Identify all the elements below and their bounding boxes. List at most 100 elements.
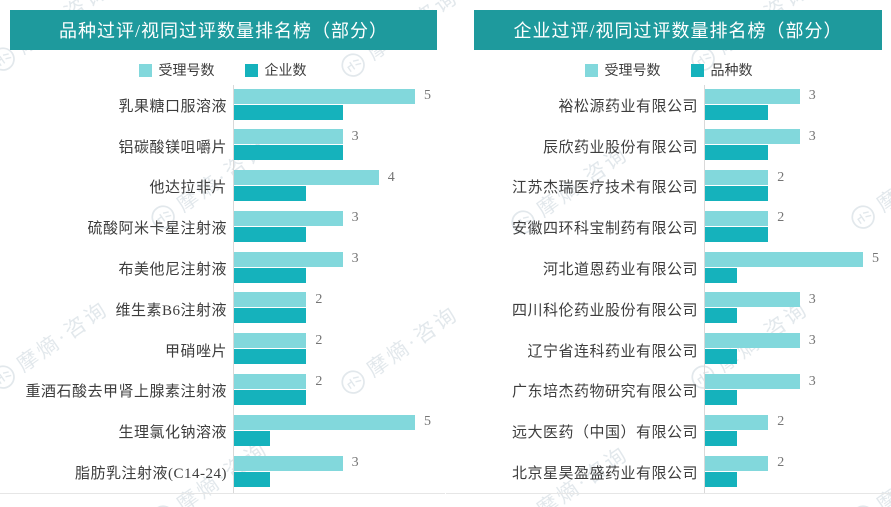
category-label: 北京星昊盈盛药业有限公司 bbox=[511, 466, 698, 483]
bar-row: 脂肪乳注射液(C14-24) 3 bbox=[0, 452, 445, 493]
value-label: 2 bbox=[777, 414, 785, 430]
bar-group: 2 bbox=[233, 329, 445, 371]
primary-bar-line: 2 bbox=[234, 332, 445, 349]
primary-bar bbox=[705, 292, 800, 308]
value-label: 5 bbox=[424, 414, 431, 430]
value-label: 3 bbox=[808, 373, 816, 389]
category-label: 远大医药（中国）有限公司 bbox=[511, 425, 698, 442]
secondary-bar bbox=[234, 104, 343, 120]
primary-bar bbox=[234, 170, 379, 186]
secondary-bar bbox=[234, 186, 307, 202]
legend-swatch-dark-icon bbox=[244, 63, 258, 77]
value-label: 2 bbox=[777, 455, 785, 471]
bar-group: 3 bbox=[704, 370, 891, 412]
bar-row: 重酒石酸去甲肾上腺素注射液 2 bbox=[0, 370, 445, 412]
bar-group: 3 bbox=[704, 288, 891, 330]
secondary-bar bbox=[705, 349, 737, 365]
category-label: 辰欣药业股份有限公司 bbox=[542, 139, 698, 156]
category-label: 硫酸阿米卡星注射液 bbox=[87, 221, 227, 238]
bar-row: 江苏杰瑞医疗技术有限公司 2 bbox=[446, 166, 891, 208]
bar-row: 河北道恩药业有限公司 5 bbox=[446, 248, 891, 289]
value-label: 4 bbox=[387, 169, 395, 185]
secondary-bar bbox=[234, 390, 307, 406]
category-label: 他达拉非片 bbox=[149, 180, 227, 197]
bar-group: 5 bbox=[233, 85, 445, 126]
secondary-bar bbox=[705, 471, 737, 487]
category-label: 重酒石酸去甲肾上腺素注射液 bbox=[25, 384, 227, 401]
bar-group: 2 bbox=[704, 411, 891, 453]
company-chart-plot: 裕松源药业有限公司 3 辰欣药业股份有限公司 3 江苏杰瑞医疗技术有限公司 2 安徽四环科宝… bbox=[446, 85, 891, 494]
value-label: 2 bbox=[315, 373, 323, 389]
category-label: 生理氯化钠溶液 bbox=[118, 425, 227, 442]
bar-row: 维生素B6注射液 2 bbox=[0, 288, 445, 330]
primary-bar-line: 2 bbox=[705, 210, 891, 226]
category-label: 河北道恩药业有限公司 bbox=[542, 262, 698, 279]
primary-bar bbox=[705, 455, 769, 471]
category-label: 安徽四环科宝制药有限公司 bbox=[511, 221, 698, 238]
category-label: 维生素B6注射液 bbox=[115, 302, 227, 319]
value-label: 3 bbox=[808, 291, 816, 307]
primary-bar bbox=[234, 333, 307, 349]
value-label: 2 bbox=[315, 332, 323, 348]
primary-bar-line: 2 bbox=[705, 170, 891, 186]
legend-label: 企业数 bbox=[264, 64, 307, 79]
value-label: 2 bbox=[777, 210, 785, 226]
secondary-bar bbox=[234, 267, 307, 283]
primary-bar-line: 3 bbox=[234, 129, 445, 145]
bar-group: 2 bbox=[704, 207, 891, 249]
bar-group: 2 bbox=[704, 166, 891, 208]
secondary-bar bbox=[705, 430, 737, 446]
secondary-bar bbox=[705, 390, 737, 406]
secondary-bar bbox=[705, 145, 769, 161]
primary-bar-line: 3 bbox=[234, 210, 445, 226]
category-label: 脂肪乳注射液(C14-24) bbox=[75, 466, 227, 483]
legend-swatch-light-icon bbox=[138, 63, 152, 77]
bar-row: 安徽四环科宝制药有限公司 2 bbox=[446, 207, 891, 249]
secondary-bar bbox=[234, 226, 307, 242]
bar-row: 北京星昊盈盛药业有限公司 2 bbox=[446, 452, 891, 493]
bar-row: 布美他尼注射液 3 bbox=[0, 248, 445, 289]
value-label: 3 bbox=[808, 88, 816, 103]
bar-group: 3 bbox=[704, 125, 891, 167]
primary-bar bbox=[234, 414, 415, 430]
bar-group: 3 bbox=[233, 248, 445, 289]
category-label: 广东培杰药物研究有限公司 bbox=[511, 384, 698, 401]
primary-bar-line: 3 bbox=[234, 251, 445, 267]
legend-label: 受理号数 bbox=[604, 64, 661, 79]
value-label: 5 bbox=[424, 88, 431, 103]
primary-bar-line: 5 bbox=[234, 414, 445, 430]
secondary-bar bbox=[705, 267, 737, 283]
primary-bar bbox=[705, 333, 800, 349]
secondary-bar bbox=[705, 104, 769, 120]
value-label: 3 bbox=[351, 210, 359, 226]
primary-bar-line: 4 bbox=[234, 169, 445, 186]
value-label: 2 bbox=[315, 291, 323, 307]
primary-bar bbox=[234, 129, 343, 145]
legend-label: 品种数 bbox=[710, 64, 753, 79]
legend-item-company-count: 企业数 bbox=[244, 60, 307, 80]
secondary-bar bbox=[705, 226, 769, 242]
primary-bar bbox=[234, 292, 307, 308]
bar-row: 远大医药（中国）有限公司 2 bbox=[446, 411, 891, 453]
bar-row: 铝碳酸镁咀嚼片 3 bbox=[0, 125, 445, 167]
secondary-bar bbox=[234, 349, 307, 365]
bar-row: 广东培杰药物研究有限公司 3 bbox=[446, 370, 891, 412]
company-chart-title: 企业过评/视同过评数量排名榜（部分） bbox=[474, 10, 882, 50]
bar-row: 辽宁省连科药业有限公司 3 bbox=[446, 329, 891, 371]
secondary-bar bbox=[234, 145, 343, 161]
bar-group: 2 bbox=[233, 288, 445, 330]
primary-bar-line: 5 bbox=[705, 251, 891, 267]
bar-row: 他达拉非片 4 bbox=[0, 166, 445, 208]
variety-chart-plot: 乳果糖口服溶液 5 铝碳酸镁咀嚼片 3 他达拉非片 4 硫酸阿米卡星注射液 3 布美他尼注射液 3… bbox=[0, 85, 445, 494]
bar-row: 辰欣药业股份有限公司 3 bbox=[446, 125, 891, 167]
bar-group: 3 bbox=[233, 207, 445, 249]
primary-bar-line: 2 bbox=[234, 291, 445, 308]
primary-bar bbox=[705, 129, 800, 145]
primary-bar-line: 3 bbox=[234, 455, 445, 471]
primary-bar bbox=[705, 170, 769, 186]
bar-group: 2 bbox=[233, 370, 445, 412]
legend-item-acceptance-count: 受理号数 bbox=[584, 60, 661, 80]
primary-bar-line: 3 bbox=[705, 333, 891, 349]
legend-item-variety-count: 品种数 bbox=[690, 60, 753, 80]
value-label: 3 bbox=[808, 128, 816, 144]
